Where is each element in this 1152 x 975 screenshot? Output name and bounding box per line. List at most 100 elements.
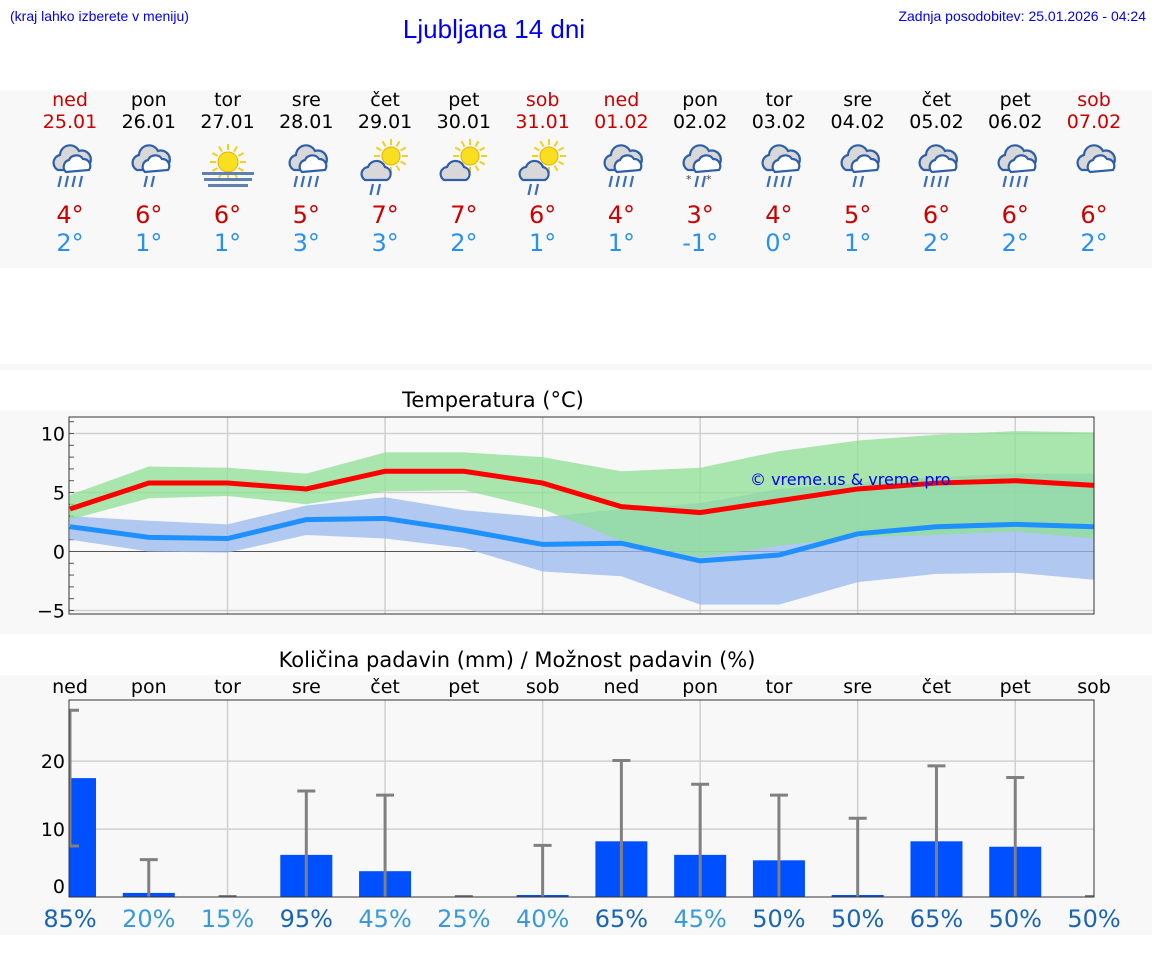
day-column: pet 06.02 6° 2° [976, 89, 1054, 258]
heavy-rain-icon [52, 144, 92, 188]
max-temp: 5° [844, 201, 872, 229]
sun-ray [211, 152, 218, 157]
location-hint: (kraj lahko izberete v meniju) [10, 8, 189, 24]
rain-drop [608, 175, 614, 188]
fog-line [207, 184, 248, 187]
day-name: ned [603, 89, 640, 111]
rain-drop [930, 175, 936, 188]
day-label: ned [603, 676, 639, 698]
min-temp: 3° [292, 229, 320, 257]
snowflake: * [686, 173, 692, 186]
sun-ray [533, 146, 540, 152]
day-column: ned 25.01 4° 2° [31, 90, 109, 258]
max-temp: 4° [56, 201, 84, 229]
day-column: pon 26.01 6° 1° [110, 89, 188, 258]
rain-drop [1023, 175, 1029, 188]
heavy-rain-icon [918, 144, 959, 188]
day-label: pet [448, 676, 479, 698]
precip-probability: 50% [989, 905, 1042, 933]
rain-drop [376, 183, 382, 196]
precip-probability: 15% [201, 905, 254, 933]
day-label: tor [765, 676, 792, 698]
rain-drop [1002, 175, 1008, 188]
cloud-front [850, 154, 880, 174]
sun-ray [395, 165, 401, 172]
day-name: pon [130, 89, 167, 111]
day-name: sre [843, 89, 873, 111]
rain-drop [143, 175, 148, 188]
rain-drop [78, 175, 84, 188]
day-label: pon [682, 676, 718, 698]
y-tick-label: 0 [53, 541, 65, 563]
rain-drop [150, 175, 155, 188]
max-temp: 7° [450, 201, 478, 229]
max-temp: 4° [765, 201, 793, 229]
precip-probability: 25% [437, 905, 490, 933]
rain-drop [944, 175, 950, 188]
min-temp: 1° [135, 229, 163, 257]
rain-drop [369, 183, 375, 196]
y-tick-label: 0 [53, 876, 65, 898]
min-temp: -1° [682, 229, 719, 257]
cloud-front [298, 154, 328, 174]
y-tick-label: 5 [53, 482, 65, 504]
sun-disc [539, 146, 559, 166]
fog-line [201, 172, 254, 175]
sun-ray [217, 145, 223, 153]
bars [69, 708, 1094, 897]
rain-drop [57, 175, 63, 188]
max-temp: 6° [922, 201, 951, 229]
heavy-rain-icon [997, 144, 1038, 188]
y-tick-label: 20 [41, 751, 65, 773]
cloud-shape [518, 159, 550, 182]
sun-ray [400, 146, 407, 152]
day-date: 25.01 [42, 111, 98, 133]
day-column: sob 07.02 6° 2° [1055, 90, 1133, 258]
sun-disc [381, 146, 401, 166]
sun-ray [478, 160, 486, 166]
sun-ray [232, 145, 238, 153]
day-date: 31.01 [515, 111, 570, 133]
day-label: sob [526, 676, 560, 698]
day-name: pet [448, 89, 480, 111]
precipitation-chart-title: Količina padavin (mm) / Možnost padavin … [278, 648, 756, 672]
min-temp: 1° [528, 229, 557, 257]
rain-drop [307, 175, 313, 188]
cloud-front [692, 154, 722, 174]
sun-ray [400, 160, 407, 166]
day-date: 06.02 [988, 111, 1043, 133]
day-name: sre [291, 89, 321, 111]
day-name: pet [999, 89, 1031, 111]
min-temp: 1° [607, 229, 636, 257]
day-label: pon [131, 676, 167, 698]
divider [0, 364, 1152, 370]
y-tick-label: 10 [41, 819, 65, 841]
rain-drop [314, 175, 320, 188]
cloud-front [613, 154, 643, 174]
max-temp: 4° [607, 201, 636, 229]
y-tick-label: 10 [41, 424, 65, 446]
rain-drop [787, 175, 792, 188]
rain-drop [859, 175, 864, 188]
day-label: sre [292, 676, 321, 698]
day-date: 02.02 [672, 111, 728, 133]
day-column: tor 27.01 6° 1° [189, 89, 267, 258]
day-column: ned 01.02 4° 1° [582, 89, 660, 258]
precip-probability: 45% [673, 905, 726, 933]
rain-icon [840, 144, 880, 188]
max-temp: 6° [1001, 201, 1029, 229]
cloud-icon [1076, 144, 1116, 174]
rain-drop [64, 175, 70, 188]
day-date: 27.01 [200, 111, 255, 133]
day-date: 30.01 [436, 111, 492, 133]
sun-disc [460, 146, 480, 166]
page-title: Ljubljana 14 dni [402, 14, 586, 44]
day-name: tor [214, 89, 241, 111]
snowflake: * [706, 173, 712, 186]
precip-probability: 95% [280, 905, 333, 933]
rain-snow-icon: * * [682, 144, 723, 188]
sun-ray [474, 165, 480, 172]
day-date: 07.02 [1066, 111, 1122, 133]
